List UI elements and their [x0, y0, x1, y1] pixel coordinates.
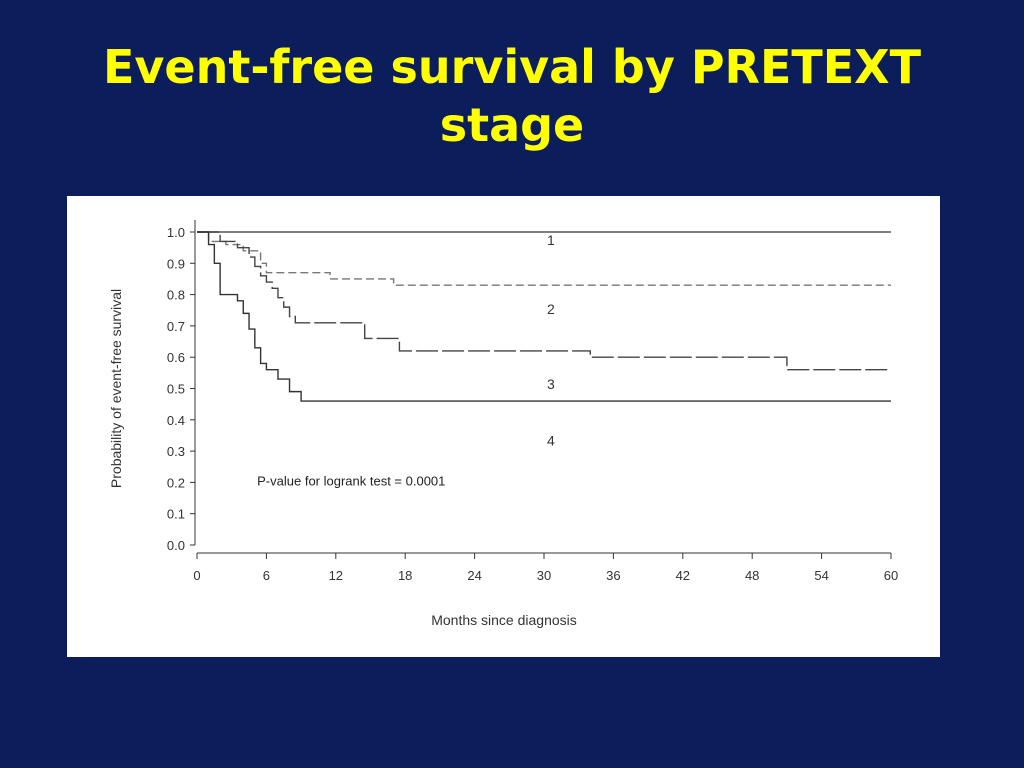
- y-tick-label: 0.3: [167, 444, 185, 459]
- slide-title-line1: Event-free survival by PRETEXT: [102, 40, 922, 94]
- labels-layer: 1 2 3 4 P-value for logrank test = 0.0001: [257, 232, 555, 488]
- curve-label-4: 4: [547, 432, 555, 448]
- x-tick-label: 24: [467, 568, 481, 583]
- x-axis-title: Months since diagnosis: [431, 612, 577, 628]
- y-tick-label: 0.6: [167, 350, 185, 365]
- curve-label-2: 2: [547, 301, 555, 317]
- slide-title-line2: stage: [439, 98, 585, 152]
- x-tick-label: 54: [814, 568, 828, 583]
- y-tick-label: 0.2: [167, 475, 185, 490]
- y-tick-label: 0.0: [167, 538, 185, 553]
- y-tick-label: 0.9: [167, 256, 185, 271]
- y-tick-label: 0.7: [167, 319, 185, 334]
- curve-label-1: 1: [547, 232, 555, 248]
- x-tick-label: 30: [537, 568, 551, 583]
- y-tick-label: 0.1: [167, 507, 185, 522]
- x-tick-label: 42: [676, 568, 690, 583]
- series-3-line: [197, 231, 891, 371]
- axes: 0.00.10.20.30.40.50.60.70.80.91.00 6 12 18 2…: [108, 220, 898, 628]
- logrank-annotation: P-value for logrank test = 0.0001: [257, 474, 445, 489]
- series-2-line: [197, 231, 891, 286]
- series-4-line: [197, 231, 891, 402]
- series-layer: [197, 231, 891, 402]
- y-tick-label: 0.5: [167, 382, 185, 397]
- chart-panel: 0.0 0.1 0.2 0.3 0.4 0.5 0.6 0.7 0.8 0.9 1.0 0 6 12 18 2…: [67, 196, 940, 657]
- y-axis-title: Probability of event-free survival: [108, 289, 124, 488]
- y-tick-label: 0.8: [167, 288, 185, 303]
- x-tick-label: 18: [398, 568, 412, 583]
- x-tick-label: 48: [745, 568, 759, 583]
- y-tick-label: 1.0: [167, 225, 185, 240]
- x-tick-label: 0: [193, 568, 200, 583]
- x-tick-label: 12: [329, 568, 343, 583]
- slide-title: Event-free survival by PRETEXT stage: [0, 38, 1024, 154]
- y-tick-label: 0.4: [167, 413, 185, 428]
- survival-chart: 0.00.10.20.30.40.50.60.70.80.91.00 6 12 18 2…: [108, 220, 898, 628]
- x-tick-label: 6: [263, 568, 270, 583]
- x-tick-label: 60: [884, 568, 898, 583]
- curve-label-3: 3: [547, 376, 555, 392]
- x-tick-label: 36: [606, 568, 620, 583]
